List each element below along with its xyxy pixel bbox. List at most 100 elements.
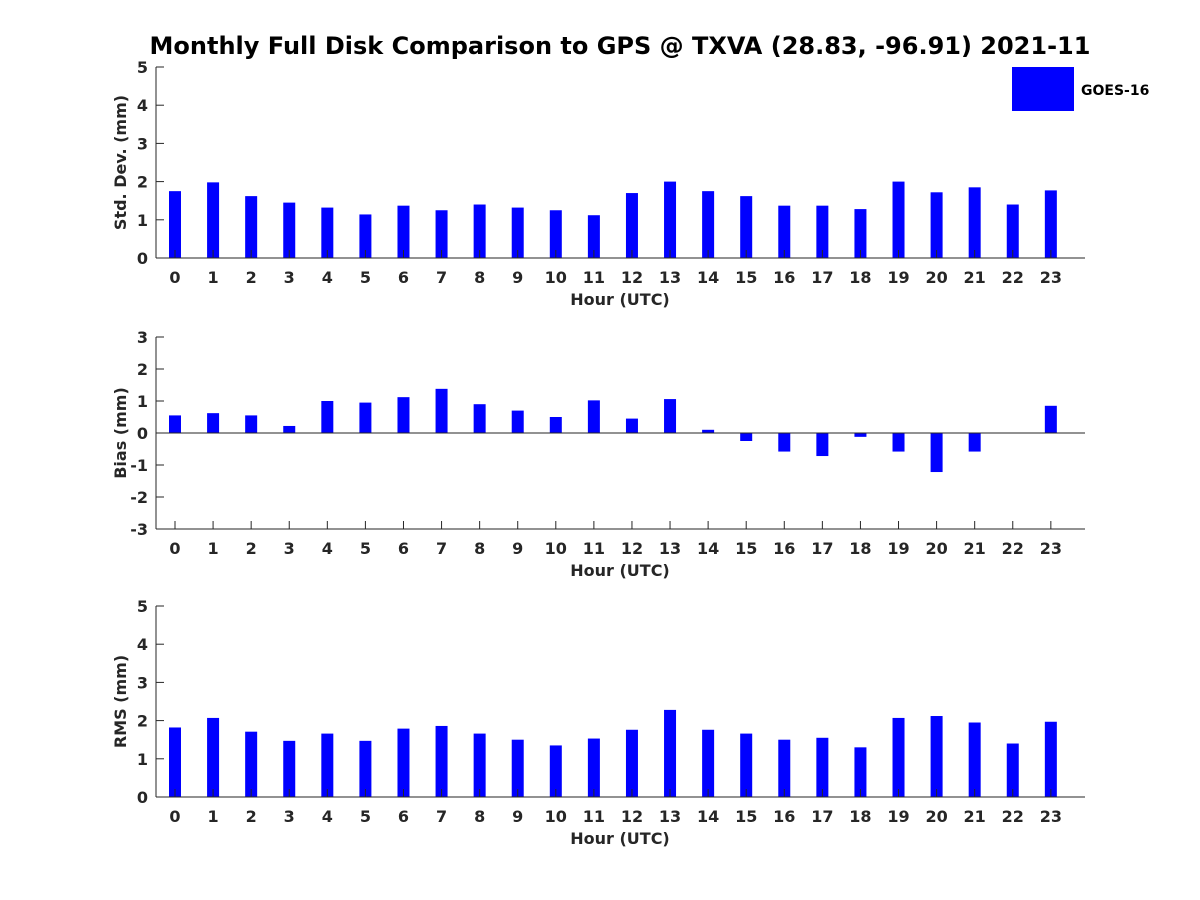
- x-tick-label: 13: [659, 807, 681, 826]
- bar-hour-0: [169, 727, 181, 797]
- x-tick-label: 13: [659, 539, 681, 558]
- bar-hour-10: [549, 417, 562, 433]
- x-tick-label: 0: [169, 539, 180, 558]
- x-tick-label: 23: [1040, 807, 1062, 826]
- x-tick-label: 16: [773, 807, 795, 826]
- y-tick-label: 3: [137, 134, 148, 153]
- x-tick-label: 1: [208, 268, 219, 287]
- bar-hour-8: [473, 733, 486, 797]
- bar-hour-17: [816, 433, 829, 457]
- bar-hour-18: [854, 747, 867, 797]
- bar-hour-14: [702, 729, 715, 797]
- x-tick-label: 17: [811, 807, 833, 826]
- x-tick-label: 23: [1040, 268, 1062, 287]
- bar-hour-0: [169, 191, 181, 258]
- x-tick-label: 6: [398, 539, 409, 558]
- x-tick-label: 7: [436, 807, 447, 826]
- x-tick-label: 14: [697, 539, 719, 558]
- x-tick-label: 21: [964, 539, 986, 558]
- x-tick-label: 5: [360, 807, 371, 826]
- x-tick-label: 4: [322, 268, 333, 287]
- bar-hour-6: [397, 728, 410, 797]
- bar-hour-0: [169, 415, 181, 433]
- x-tick-label: 8: [474, 539, 485, 558]
- bar-hour-17: [816, 205, 829, 258]
- x-tick-label: 4: [322, 807, 333, 826]
- x-tick-label: 10: [545, 807, 567, 826]
- bar-hour-11: [587, 400, 600, 433]
- bar-hour-1: [207, 182, 220, 258]
- bar-hour-3: [283, 425, 296, 433]
- x-tick-label: 20: [925, 268, 947, 287]
- y-tick-label: -2: [130, 488, 148, 507]
- bar-hour-7: [435, 210, 448, 258]
- y-tick-label: 0: [137, 788, 148, 807]
- bar-hour-12: [625, 193, 638, 258]
- chart-title: Monthly Full Disk Comparison to GPS @ TX…: [150, 32, 1091, 60]
- x-tick-label: 8: [474, 268, 485, 287]
- x-tick-label: 11: [583, 807, 605, 826]
- x-tick-label: 1: [208, 539, 219, 558]
- bar-hour-4: [321, 207, 334, 258]
- x-tick-label: 15: [735, 268, 757, 287]
- x-tick-label: 17: [811, 539, 833, 558]
- x-tick-label: 23: [1040, 539, 1062, 558]
- x-tick-label: 12: [621, 268, 643, 287]
- x-tick-label: 1: [208, 807, 219, 826]
- x-tick-label: 12: [621, 539, 643, 558]
- x-tick-label: 5: [360, 268, 371, 287]
- bar-hour-16: [778, 433, 791, 452]
- bar-hour-9: [511, 739, 524, 797]
- y-tick-label: 4: [137, 96, 148, 115]
- bar-hour-2: [245, 415, 258, 433]
- y-tick-label: 2: [137, 712, 148, 731]
- y-tick-label: 5: [137, 58, 148, 77]
- x-tick-label: 9: [512, 807, 523, 826]
- x-tick-label: 8: [474, 807, 485, 826]
- x-tick-label: 19: [887, 268, 909, 287]
- x-tick-label: 17: [811, 268, 833, 287]
- x-tick-label: 15: [735, 807, 757, 826]
- bar-hour-15: [740, 733, 753, 797]
- x-tick-label: 6: [398, 807, 409, 826]
- bar-hour-5: [359, 402, 372, 433]
- x-tick-label: 0: [169, 807, 180, 826]
- x-tick-label: 6: [398, 268, 409, 287]
- bar-hour-11: [587, 215, 600, 258]
- bar-hour-9: [511, 207, 524, 258]
- y-tick-label: 1: [137, 392, 148, 411]
- bar-hour-20: [930, 433, 943, 473]
- x-tick-label: 10: [545, 268, 567, 287]
- bar-hour-14: [702, 429, 715, 433]
- x-tick-label: 20: [925, 539, 947, 558]
- bar-hour-3: [283, 202, 296, 258]
- bar-hour-15: [740, 196, 753, 258]
- bar-hour-17: [816, 737, 829, 797]
- x-tick-label: 13: [659, 268, 681, 287]
- x-tick-label: 18: [849, 539, 871, 558]
- bar-hour-23: [1044, 405, 1057, 433]
- x-tick-label: 7: [436, 539, 447, 558]
- bar-hour-22: [1006, 204, 1019, 258]
- bar-hour-21: [968, 187, 981, 258]
- bar-hour-10: [549, 210, 562, 258]
- bar-hour-23: [1044, 190, 1057, 258]
- y-tick-label: 5: [137, 597, 148, 616]
- bar-hour-4: [321, 733, 334, 797]
- bar-hour-12: [625, 418, 638, 433]
- x-tick-label: 18: [849, 268, 871, 287]
- x-axis-label: Hour (UTC): [570, 829, 670, 848]
- y-tick-label: 2: [137, 173, 148, 192]
- bar-hour-13: [664, 709, 677, 797]
- x-tick-label: 22: [1002, 268, 1024, 287]
- y-tick-label: 2: [137, 360, 148, 379]
- x-tick-label: 7: [436, 268, 447, 287]
- bar-hour-9: [511, 410, 524, 433]
- x-tick-label: 10: [545, 539, 567, 558]
- bar-hour-19: [892, 433, 905, 452]
- x-tick-label: 2: [246, 807, 257, 826]
- bar-hour-13: [664, 181, 677, 258]
- x-tick-label: 19: [887, 539, 909, 558]
